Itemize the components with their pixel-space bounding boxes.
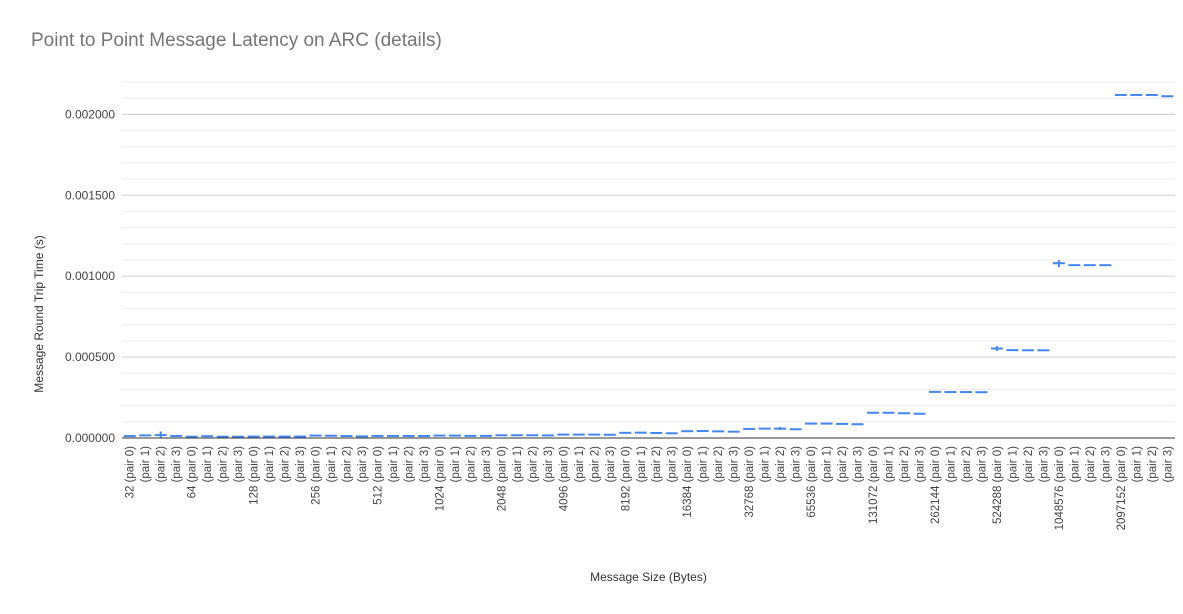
x-tick-label: (pair 3) (605, 446, 617, 483)
x-tick-label: 4096 (pair 0) (558, 446, 570, 511)
x-tick-label: (pair 3) (976, 446, 988, 483)
x-tick-label: 128 (pair 0) (249, 446, 261, 505)
y-tick-label: 0.002000 (65, 107, 115, 121)
x-tick-label: (pair 2) (465, 446, 477, 483)
x-tick-label: (pair 2) (961, 446, 973, 483)
x-tick-label: (pair 1) (1069, 446, 1081, 483)
x-tick-label: (pair 1) (140, 446, 152, 483)
x-tick-label: 32 (pair 0) (125, 446, 137, 499)
x-tick-label: (pair 3) (667, 446, 679, 483)
x-tick-label: 1048576 (pair 0) (1054, 446, 1066, 531)
x-tick-label: (pair 2) (899, 446, 911, 483)
x-tick-label: (pair 2) (342, 446, 354, 483)
x-axis-title: Message Size (Bytes) (590, 570, 707, 584)
x-tick-label: (pair 2) (589, 446, 601, 483)
y-tick-labels: 0.000000 0.000500 0.001000 0.001500 0.002000 (65, 107, 115, 445)
x-tick-label: (pair 2) (1023, 446, 1035, 483)
x-tick-label: (pair 3) (357, 446, 369, 483)
x-tick-label: (pair 2) (527, 446, 539, 483)
x-tick-label: 2097152 (pair 0) (1116, 446, 1128, 531)
x-tick-label: (pair 1) (822, 446, 834, 483)
x-tick-label: 524288 (pair 0) (992, 446, 1004, 524)
x-tick-label: (pair 1) (1007, 446, 1019, 483)
x-tick-label: (pair 3) (295, 446, 307, 483)
x-tick-label: (pair 3) (853, 446, 865, 483)
grid-lines (122, 81, 1175, 423)
x-tick-label: (pair 2) (775, 446, 787, 483)
x-tick-label: (pair 2) (403, 446, 415, 483)
x-tick-label: (pair 2) (1147, 446, 1159, 483)
x-tick-label: (pair 1) (202, 446, 214, 483)
x-tick-label: (pair 1) (760, 446, 772, 483)
x-tick-label: 512 (pair 0) (373, 446, 385, 505)
x-tick-label: (pair 2) (713, 446, 725, 483)
x-tick-label: 262144 (pair 0) (930, 446, 942, 524)
y-tick-label: 0.001000 (65, 269, 115, 283)
x-tick-label: (pair 1) (1131, 446, 1143, 483)
x-tick-label: (pair 1) (326, 446, 338, 483)
x-tick-label: (pair 3) (729, 446, 741, 483)
x-tick-label: (pair 3) (914, 446, 926, 483)
x-tick-label: 16384 (pair 0) (682, 446, 694, 518)
y-tick-label: 0.000000 (65, 431, 115, 445)
x-tick-label: (pair 2) (156, 446, 168, 483)
x-tick-label: (pair 1) (450, 446, 462, 483)
x-tick-label: (pair 1) (945, 446, 957, 483)
x-tick-label: (pair 1) (388, 446, 400, 483)
x-tick-label: (pair 1) (698, 446, 710, 483)
x-tick-label: (pair 2) (837, 446, 849, 483)
x-tick-label: (pair 3) (419, 446, 431, 483)
x-tick-label: 131072 (pair 0) (868, 446, 880, 524)
x-tick-label: (pair 3) (1162, 446, 1174, 483)
x-tick-label: (pair 3) (543, 446, 555, 483)
series-marks (123, 93, 1174, 438)
x-tick-label: (pair 2) (280, 446, 292, 483)
x-tick-label: (pair 2) (1085, 446, 1097, 483)
x-tick-label: 65536 (pair 0) (806, 446, 818, 518)
x-tick-label: (pair 3) (171, 446, 183, 483)
y-tick-label: 0.001500 (65, 188, 115, 202)
x-tick-label: (pair 3) (233, 446, 245, 483)
x-tick-label: (pair 2) (218, 446, 230, 483)
x-tick-label: (pair 1) (636, 446, 648, 483)
x-tick-label: (pair 3) (1100, 446, 1112, 483)
x-tick-label: (pair 1) (512, 446, 524, 483)
x-tick-label: 2048 (pair 0) (496, 446, 508, 511)
x-tick-label: 256 (pair 0) (311, 446, 323, 505)
x-tick-label: (pair 1) (574, 446, 586, 483)
x-tick-label: (pair 3) (791, 446, 803, 483)
y-tick-label: 0.000500 (65, 350, 115, 364)
y-axis-title: Message Round Trip Time (s) (32, 235, 46, 392)
chart-title: Point to Point Message Latency on ARC (d… (31, 30, 442, 51)
x-tick-label: 32768 (pair 0) (744, 446, 756, 518)
x-tick-label: 8192 (pair 0) (620, 446, 632, 511)
x-tick-label: (pair 1) (264, 446, 276, 483)
x-tick-labels: 32 (pair 0) (pair 1) (pair 2) (pair 3) 64 (p… (125, 446, 1175, 531)
x-tick-label: (pair 3) (481, 446, 493, 483)
x-tick-label: (pair 1) (884, 446, 896, 483)
x-tick-label: 64 (pair 0) (187, 446, 199, 499)
x-tick-label: (pair 3) (1038, 446, 1050, 483)
x-tick-label: (pair 2) (651, 446, 663, 483)
x-tick-label: 1024 (pair 0) (434, 446, 446, 511)
